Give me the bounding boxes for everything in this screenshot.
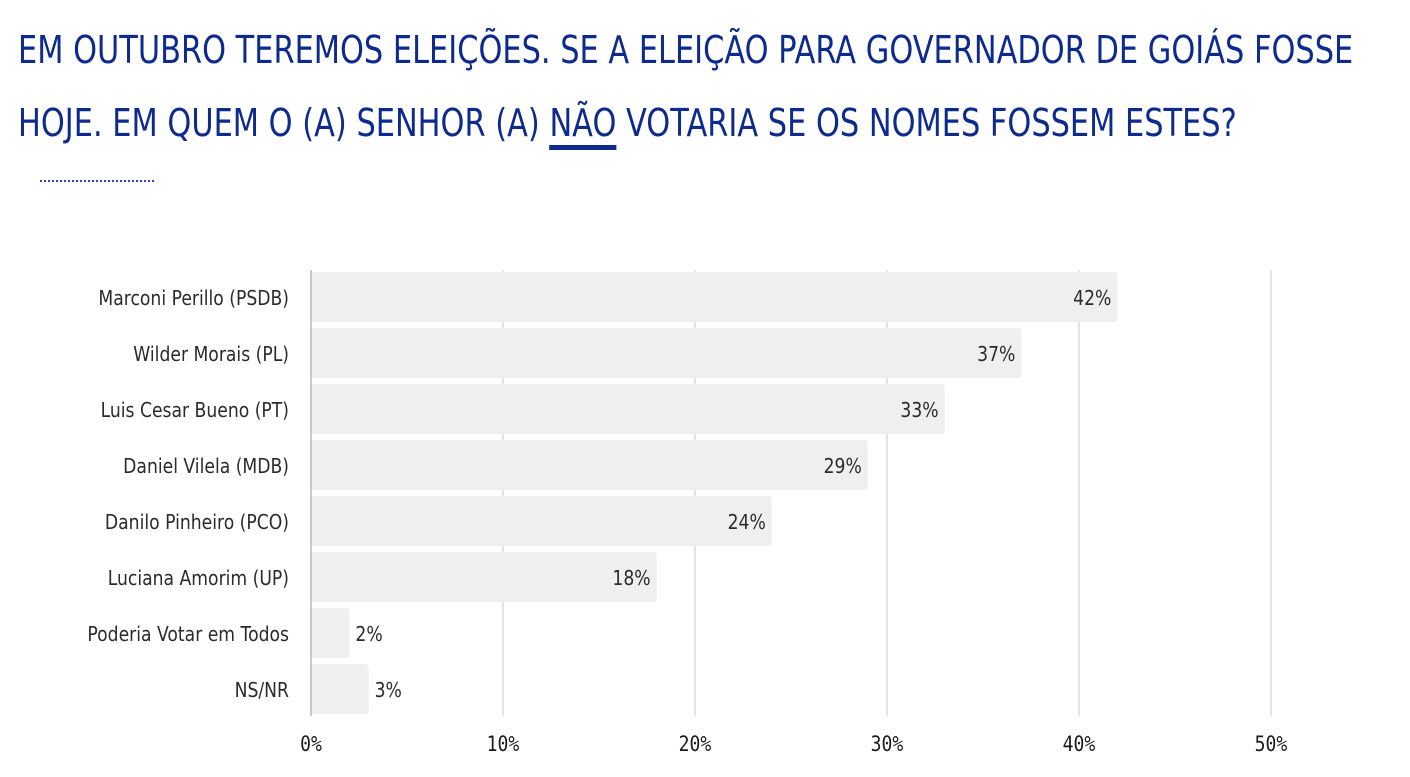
data-label: 3% <box>375 680 402 703</box>
data-label: 42% <box>1073 288 1111 311</box>
x-tick-label: 10% <box>487 732 520 757</box>
bar <box>311 440 868 490</box>
data-label: 2% <box>355 624 382 647</box>
x-tick-label: 50% <box>1255 732 1288 757</box>
category-label: Luis Cesar Bueno (PT) <box>101 400 289 423</box>
bar <box>311 496 772 546</box>
data-label: 24% <box>728 512 766 535</box>
data-label: 37% <box>977 344 1015 367</box>
data-label: 29% <box>824 456 862 479</box>
category-label: Danilo Pinheiro (PCO) <box>105 512 289 535</box>
bar <box>311 608 350 658</box>
title-emphasis: NÃO <box>549 101 617 150</box>
x-tick-label: 20% <box>679 732 712 757</box>
category-label: Luciana Amorim (UP) <box>108 568 289 591</box>
bar <box>311 328 1022 378</box>
bar <box>311 384 945 434</box>
category-label: Poderia Votar em Todos <box>87 624 289 647</box>
x-tick-label: 0% <box>300 732 322 757</box>
category-label: Wilder Morais (PL) <box>133 344 289 367</box>
data-label: 33% <box>900 400 938 423</box>
title-line-2: HOJE. EM QUEM O (A) SENHOR (A) NÃO VOTAR… <box>18 87 1338 160</box>
data-label: 18% <box>612 568 650 591</box>
bar <box>311 272 1118 322</box>
category-label: NS/NR <box>235 680 289 703</box>
category-label: Daniel Vilela (MDB) <box>123 456 289 479</box>
title-line-1: EM OUTUBRO TEREMOS ELEIÇÕES. SE A ELEIÇÃ… <box>18 28 1354 72</box>
x-tick-label: 40% <box>1063 732 1096 757</box>
x-tick-label: 30% <box>871 732 904 757</box>
decorative-divider <box>40 180 154 182</box>
bar <box>311 664 369 714</box>
chart-title: EM OUTUBRO TEREMOS ELEIÇÕES. SE A ELEIÇÃ… <box>18 14 1354 160</box>
bar <box>311 552 657 602</box>
category-label: Marconi Perillo (PSDB) <box>98 288 289 311</box>
